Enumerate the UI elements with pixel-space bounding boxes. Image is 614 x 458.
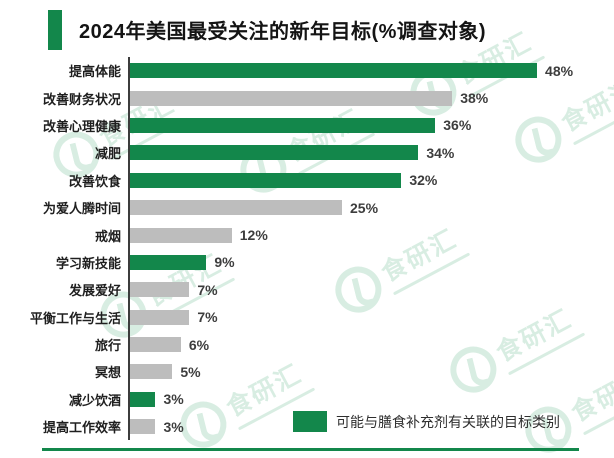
bar-highlighted xyxy=(130,172,402,188)
page-title: 2024年美国最受关注的新年目标(%调查对象) xyxy=(79,21,487,43)
chart-row: 改善心理健康 36% xyxy=(5,111,609,140)
value-label: 6% xyxy=(188,336,210,353)
category-label: 旅行 xyxy=(94,338,121,354)
value-label: 34% xyxy=(426,144,455,161)
category-label: 提高体能 xyxy=(68,64,121,80)
bar-zone: 36% xyxy=(128,111,609,140)
category-label: 减少饮酒 xyxy=(68,392,121,408)
bar-highlighted xyxy=(130,391,156,407)
legend-swatch xyxy=(293,411,327,432)
bar xyxy=(130,227,232,243)
chart-row: 平衡工作与生活 7% xyxy=(5,303,609,331)
chart-header: 2024年美国最受关注的新年目标(%调查对象) xyxy=(0,0,614,52)
category-label: 提高工作效率 xyxy=(42,420,121,436)
value-label: 3% xyxy=(163,391,184,408)
value-label: 5% xyxy=(180,363,201,380)
bar-zone: 32% xyxy=(128,166,609,194)
bar-zone: 7% xyxy=(128,276,609,304)
category-label: 冥想 xyxy=(94,365,121,381)
bar-zone: 5% xyxy=(128,358,609,386)
chart-row: 为爱人腾时间 25% xyxy=(5,193,609,222)
category-label: 学习新技能 xyxy=(55,255,121,271)
legend: 可能与膳食补充剂有关联的目标类别 xyxy=(293,411,560,432)
bar-highlighted xyxy=(130,117,436,133)
bar-highlighted xyxy=(130,254,207,270)
bar-zone: 25% xyxy=(128,193,609,222)
value-label: 32% xyxy=(409,172,438,189)
value-label: 3% xyxy=(163,418,184,435)
bar xyxy=(130,309,190,325)
bar xyxy=(130,364,173,380)
chart-row: 旅行 6% xyxy=(5,330,609,359)
chart-row: 发展爱好 7% xyxy=(5,276,609,304)
bar-zone: 3% xyxy=(128,413,609,441)
category-label: 减肥 xyxy=(94,146,121,162)
value-label: 48% xyxy=(545,62,574,79)
category-label: 戒烟 xyxy=(94,228,121,244)
bar-zone: 7% xyxy=(128,303,609,331)
category-label: 平衡工作与生活 xyxy=(29,310,121,326)
value-label: 38% xyxy=(460,90,489,107)
category-label: 发展爱好 xyxy=(68,283,121,299)
title-accent-bar xyxy=(48,9,62,50)
bar-highlighted xyxy=(130,63,538,79)
value-label: 25% xyxy=(350,199,379,216)
chart-row: 减肥 34% xyxy=(5,139,609,167)
value-label: 7% xyxy=(197,309,218,326)
legend-label: 可能与膳食补充剂有关联的目标类别 xyxy=(336,413,560,430)
chart-row: 提高体能 48% xyxy=(5,57,609,85)
chart-row: 提高工作效率 3% xyxy=(5,413,609,441)
bar xyxy=(130,419,156,435)
category-label: 改善饮食 xyxy=(68,173,121,189)
category-label: 改善财务状况 xyxy=(42,91,121,107)
bar-zone: 38% xyxy=(128,84,609,112)
bar-zone: 48% xyxy=(128,57,609,85)
bar-zone: 3% xyxy=(128,385,609,414)
bar-zone: 34% xyxy=(128,139,609,167)
chart-row: 学习新技能 9% xyxy=(5,248,609,277)
chart-row: 冥想 5% xyxy=(5,358,609,386)
value-label: 9% xyxy=(214,254,235,271)
bottom-rule xyxy=(42,448,579,451)
chart-row: 改善饮食 32% xyxy=(5,166,609,194)
bar-zone: 6% xyxy=(128,330,609,359)
bar-zone: 9% xyxy=(128,248,609,277)
bar xyxy=(130,337,181,353)
value-label: 36% xyxy=(443,117,472,134)
chart-row: 戒烟 12% xyxy=(5,221,609,249)
bar xyxy=(130,282,190,298)
category-label: 改善心理健康 xyxy=(42,118,121,134)
bar-zone: 12% xyxy=(128,221,609,249)
chart-row: 减少饮酒 3% xyxy=(5,385,609,414)
value-label: 12% xyxy=(239,227,268,244)
category-label: 为爱人腾时间 xyxy=(42,201,121,217)
value-label: 7% xyxy=(197,281,218,298)
bar-chart: 提高体能 48% 改善财务状况 38% 改善心理健康 36% 减肥 34% 改善饮食 32% 为爱人… xyxy=(5,57,609,441)
bar xyxy=(130,200,342,216)
bar xyxy=(130,90,453,106)
bar-highlighted xyxy=(130,145,419,161)
chart-row: 改善财务状况 38% xyxy=(5,84,609,112)
